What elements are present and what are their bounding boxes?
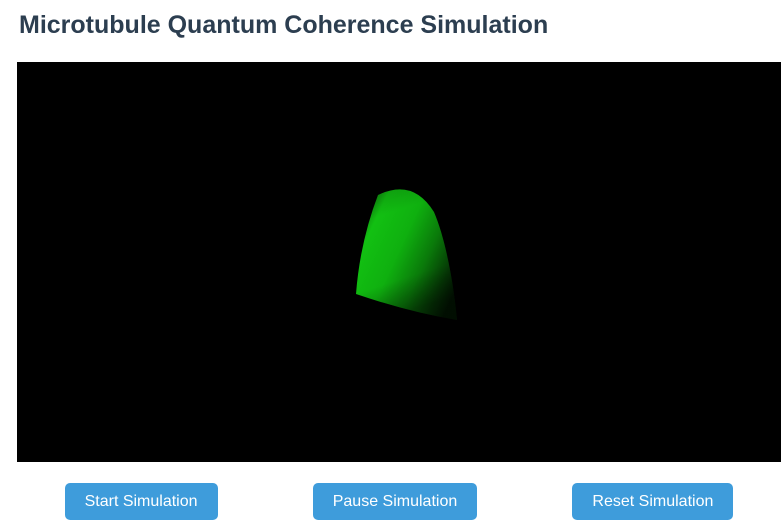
simulation-canvas[interactable] xyxy=(17,62,781,462)
pause-simulation-button[interactable]: Pause Simulation xyxy=(312,483,478,520)
reset-simulation-button[interactable]: Reset Simulation xyxy=(572,483,734,520)
page-title: Microtubule Quantum Coherence Simulation xyxy=(19,11,549,39)
start-simulation-button[interactable]: Start Simulation xyxy=(64,483,218,520)
page-container: Microtubule Quantum Coherence Simulation xyxy=(0,11,783,520)
controls-bar: Start Simulation Pause Simulation Reset … xyxy=(17,483,781,520)
microtubule-mesh-shading xyxy=(356,189,457,320)
simulation-render xyxy=(17,62,781,462)
